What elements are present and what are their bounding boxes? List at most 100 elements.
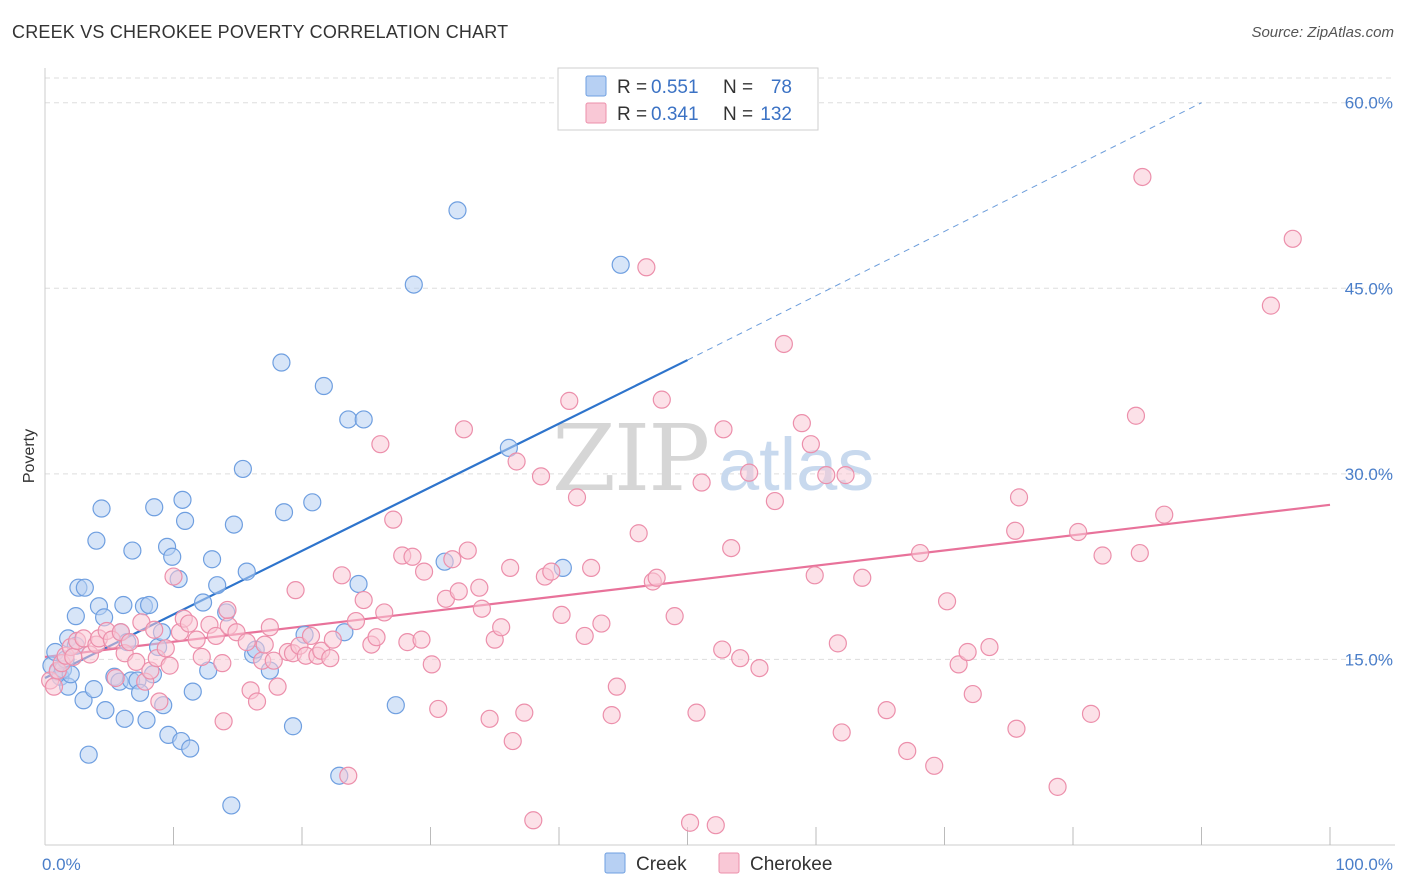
- cherokee-point-130: [937, 592, 957, 611]
- cherokee-point-79: [470, 578, 489, 597]
- cherokee-point-103: [647, 568, 666, 587]
- creek-point-45: [175, 511, 195, 530]
- cherokee-point-76: [449, 582, 468, 601]
- cherokee-point-30: [179, 614, 199, 633]
- cherokee-point-35: [213, 654, 232, 673]
- creek-point-16: [87, 531, 106, 550]
- cherokee-point-38: [218, 600, 237, 620]
- cherokee-point-146: [1261, 296, 1280, 315]
- creek-point-28: [123, 541, 142, 560]
- cherokee-point-112: [722, 538, 741, 558]
- cherokee-point-81: [480, 709, 499, 728]
- cherokee-point-42: [247, 692, 267, 711]
- cherokee-point-99: [607, 677, 626, 696]
- creek-point-71: [386, 696, 405, 715]
- cherokee-point-63: [367, 628, 386, 647]
- legend-r-creek: 0.551: [651, 77, 699, 98]
- cherokee-point-135: [1007, 719, 1026, 738]
- y-tick-labels: 15.0% 30.0% 45.0% 60.0%: [1345, 94, 1393, 670]
- cherokee-point-94: [567, 488, 587, 507]
- creek-point-51: [208, 576, 227, 595]
- legend-swatch-cherokee: [585, 102, 607, 124]
- creek-point-53: [224, 515, 243, 534]
- creek-point-65: [314, 376, 333, 396]
- cherokee-point-25: [156, 639, 175, 658]
- cherokee-point-123: [832, 723, 851, 742]
- cherokee-point-64: [371, 435, 390, 454]
- legend-n-label-creek: N =: [723, 77, 753, 98]
- cherokee-point-147: [1283, 229, 1302, 248]
- cherokee-point-108: [692, 473, 711, 492]
- cherokee-point-60: [346, 611, 366, 631]
- cherokee-point-83: [492, 618, 511, 637]
- cherokee-point-141: [1093, 546, 1112, 565]
- chart-title: CREEK VS CHEROKEE POVERTY CORRELATION CH…: [12, 22, 509, 42]
- cherokee-point-71: [414, 562, 434, 581]
- creek-point-13: [74, 691, 93, 710]
- bottom-legend-swatch-creek: [604, 852, 626, 874]
- cherokee-point-117: [774, 334, 793, 354]
- cherokee-point-6: [64, 647, 83, 667]
- cherokee-point-137: [1009, 488, 1029, 507]
- cherokee-point-144: [1133, 167, 1152, 187]
- cherokee-point-44: [255, 635, 274, 654]
- creek-point-61: [274, 503, 294, 522]
- cherokee-point-111: [714, 420, 733, 439]
- cherokee-point-95: [575, 626, 594, 646]
- cherokee-point-34: [206, 626, 226, 646]
- bottom-legend-cherokee: Cherokee: [750, 854, 832, 875]
- cherokee-point-142: [1126, 406, 1146, 425]
- creek-point-77: [611, 255, 630, 274]
- cherokee-point-128: [910, 543, 930, 563]
- cherokee-point-132: [958, 642, 977, 662]
- bottom-legend-swatch-cherokee: [718, 852, 740, 874]
- cherokee-point-133: [963, 684, 982, 704]
- cherokee-point-70: [412, 630, 431, 649]
- cherokee-point-127: [898, 741, 917, 761]
- cherokee-point-114: [740, 463, 759, 482]
- cherokee-point-110: [713, 640, 732, 659]
- cherokee-point-22: [145, 620, 164, 639]
- cherokee-point-139: [1069, 522, 1088, 542]
- cherokee-point-45: [260, 618, 279, 637]
- creek-point-12: [75, 578, 94, 597]
- creek-point-10: [66, 607, 85, 626]
- cherokee-point-47: [268, 677, 287, 696]
- cherokee-point-120: [805, 566, 824, 585]
- cherokee-point-84: [501, 558, 520, 577]
- cherokee-point-113: [731, 649, 750, 668]
- cherokee-point-72: [422, 655, 441, 674]
- creek-point-20: [96, 701, 115, 720]
- creek-trend-extension: [687, 102, 1202, 361]
- cherokee-point-119: [801, 435, 820, 454]
- cherokee-point-69: [403, 547, 422, 566]
- y-tick-label-1: 30.0%: [1345, 465, 1393, 484]
- creek-point-68: [339, 410, 358, 429]
- cherokee-trend-line: [44, 503, 1331, 659]
- x-tick-label-1: 100.0%: [1335, 855, 1393, 874]
- cherokee-point-143: [1130, 543, 1149, 563]
- creek-point-50: [202, 550, 222, 569]
- cherokee-point-18: [127, 652, 146, 672]
- y-axis-title: Poverty: [21, 429, 38, 483]
- watermark: ZIP atlas: [552, 405, 874, 512]
- cherokee-point-87: [515, 703, 534, 722]
- creek-point-70: [354, 410, 373, 429]
- cherokee-point-140: [1081, 704, 1101, 723]
- x-tick-labels: 0.0% 100.0%: [42, 855, 1393, 874]
- cherokee-point-138: [1048, 777, 1067, 796]
- x-tick-label-0: 0.0%: [42, 855, 81, 874]
- legend-n-label-cherokee: N =: [723, 104, 753, 125]
- watermark-atlas: atlas: [718, 423, 874, 506]
- y-tick-label-2: 45.0%: [1345, 279, 1393, 298]
- legend-swatch-creek: [585, 75, 607, 97]
- legend-r-label-cherokee: R =: [617, 104, 647, 125]
- creek-point-64: [303, 493, 322, 512]
- creek-point-74: [448, 201, 467, 220]
- creek-point-25: [115, 709, 134, 728]
- cherokee-point-37: [214, 712, 233, 731]
- bottom-legend: Creek Cherokee: [604, 852, 832, 875]
- cherokee-point-107: [687, 703, 706, 722]
- cherokee-point-59: [339, 766, 358, 785]
- cherokee-point-121: [817, 466, 836, 485]
